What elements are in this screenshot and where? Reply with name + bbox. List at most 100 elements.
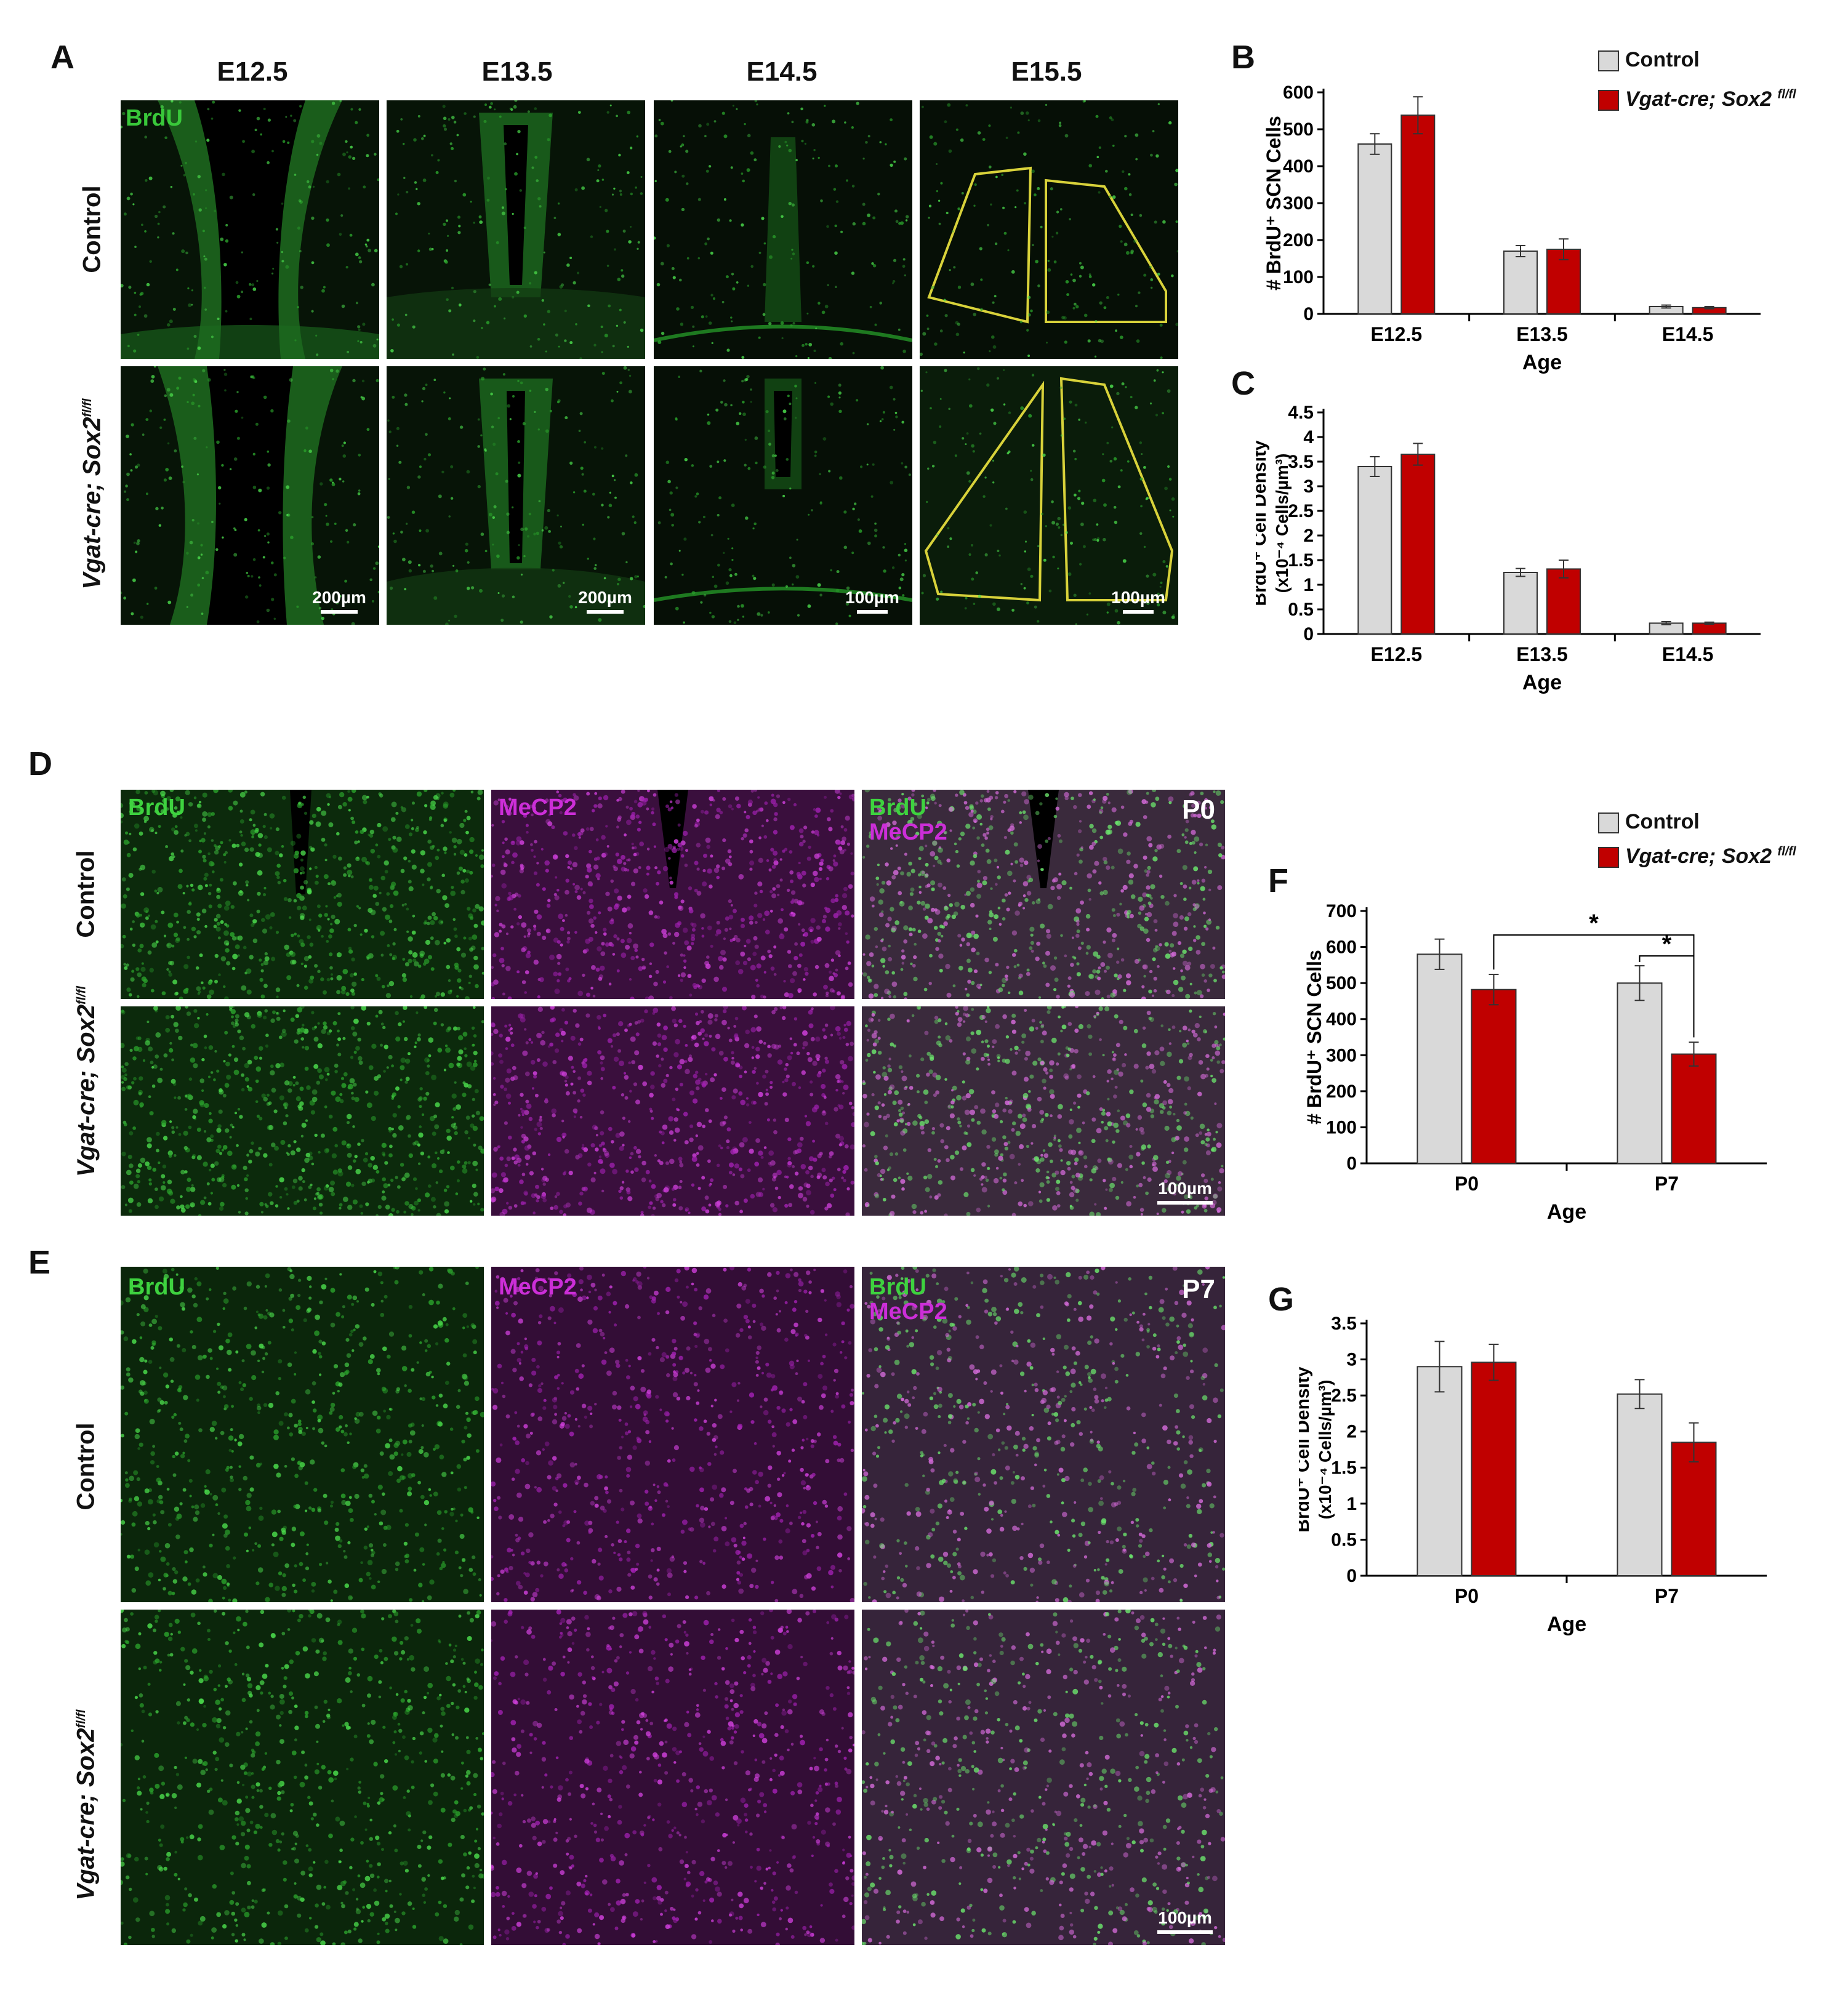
micrograph-a-control-e15-5	[920, 100, 1178, 359]
scale-bar-a-3: 100µm	[838, 588, 906, 614]
stain-label-e-brdu: BrdU	[128, 1274, 185, 1300]
bar	[1416, 953, 1463, 1165]
micrograph-e-mutant-mecp2	[491, 1610, 854, 1945]
micrograph-d-mutant-merge: 100µm	[862, 1006, 1225, 1216]
scale-bar-d: 100µm	[1151, 1179, 1219, 1205]
y-tick-label: 1.5	[1331, 1458, 1357, 1478]
y-tick-label: 600	[1283, 82, 1314, 103]
micrograph-d-control-brdu: BrdU	[121, 790, 484, 999]
panel-letter-c: C	[1231, 365, 1255, 402]
bar	[1357, 143, 1392, 315]
x-axis-label: Age	[1522, 351, 1562, 374]
bar	[1357, 466, 1392, 635]
y-tick-label: 0	[1303, 304, 1314, 324]
y-tick-label: 3	[1346, 1350, 1357, 1370]
micrograph-e-mutant-brdu	[121, 1610, 484, 1945]
row-label-control-d: Control	[72, 850, 100, 938]
bar	[1671, 1053, 1717, 1164]
bar	[1416, 1366, 1463, 1577]
stain-label-d-merge-mecp2: MeCP2	[869, 819, 947, 845]
stain-label-d-brdu: BrdU	[128, 795, 185, 820]
y-axis-label: BrdU⁺ Cell Density	[1256, 440, 1270, 606]
significance-star: *	[1589, 910, 1599, 937]
micrograph-e-control-brdu: BrdU	[121, 1267, 484, 1602]
legend-swatch-control	[1598, 50, 1619, 71]
y-tick-label: 2.5	[1288, 501, 1314, 521]
legend-label-control-2: Control	[1625, 810, 1700, 833]
x-tick-label: E13.5	[1516, 643, 1568, 665]
y-tick-label: 0	[1346, 1153, 1357, 1174]
x-tick-label: P7	[1655, 1173, 1679, 1195]
row-label-mutant-e: Vgat-cre; Sox2fl/fl	[72, 1709, 100, 1901]
y-tick-label: 3.5	[1331, 1314, 1357, 1334]
row-label-mutant-d: Vgat-cre; Sox2fl/fl	[73, 985, 100, 1177]
y-tick-label: 400	[1326, 1009, 1357, 1030]
column-header-e12-5: E12.5	[217, 57, 288, 87]
y-tick-label: 500	[1283, 119, 1314, 140]
micrograph-a-control-e14-5	[654, 100, 912, 359]
chart-f-svg: 0 100 200 300 400 500 600 700 P0 P7 Age # BrdU⁺ SCN…	[1303, 901, 1767, 1224]
micrograph-e-control-mecp2: MeCP2	[491, 1267, 854, 1602]
micrograph-d-control-mecp2: MeCP2	[491, 790, 854, 999]
panel-letter-f: F	[1268, 862, 1288, 899]
chart-c: 0 0.5 1 1.5 2 2.5 3 3.5 4 4.5 E12.5 E13.5 E14.5 Age Br…	[1256, 394, 1785, 702]
y-tick-label: 3.5	[1288, 452, 1314, 472]
chart-c-svg: 0 0.5 1 1.5 2 2.5 3 3.5 4 4.5 E12.5 E13.5 E14.5 Age Br…	[1256, 403, 1761, 694]
panel-letter-d: D	[28, 745, 52, 782]
bar	[1546, 568, 1581, 635]
y-axis-label: # BrdU⁺ SCN Cells	[1303, 950, 1325, 1125]
y-tick-label: 500	[1326, 973, 1357, 993]
y-tick-label: 100	[1326, 1117, 1357, 1137]
stain-label-e-merge-brdu: BrdU	[869, 1274, 926, 1300]
stain-label-e-mecp2: MeCP2	[499, 1274, 577, 1300]
scale-bar-a-2: 200µm	[571, 588, 639, 614]
row-label-control-a: Control	[78, 185, 106, 273]
chart-b-svg: 0 100 200 300 400 500 600 E12.5 E13.5 E14.5 Age # B…	[1263, 82, 1761, 374]
stain-label-brdu: BrdU	[126, 105, 183, 131]
y-tick-label: 600	[1326, 937, 1357, 958]
scale-bar-a-4: 100µm	[1104, 588, 1172, 614]
y-tick-label: 100	[1283, 267, 1314, 287]
row-label-control-e: Control	[72, 1422, 100, 1511]
panel-letter-b: B	[1231, 39, 1255, 76]
age-tag-p0: P0	[1182, 795, 1215, 825]
x-tick-label: P0	[1455, 1173, 1479, 1195]
x-tick-label: E12.5	[1371, 643, 1423, 665]
significance-star: *	[1662, 931, 1672, 958]
x-tick-label: P7	[1655, 1585, 1679, 1607]
micrograph-d-mutant-mecp2	[491, 1006, 854, 1216]
x-tick-label: P0	[1455, 1585, 1479, 1607]
y-tick-label: 400	[1283, 156, 1314, 177]
y-axis-label-units: (x10⁻⁴ Cells/µm³)	[1316, 1380, 1335, 1520]
y-tick-label: 2	[1303, 526, 1314, 546]
y-tick-label: 1	[1346, 1494, 1357, 1514]
y-tick-label: 1.5	[1288, 550, 1314, 571]
legend-label-control: Control	[1625, 48, 1700, 71]
micrograph-a-mutant-e15-5: 100µm	[920, 366, 1178, 625]
y-tick-label: 2	[1346, 1422, 1357, 1442]
chart-g-svg: 0 0.5 1 1.5 2 2.5 3 3.5 P0 P7 Age BrdU⁺ Cell Densit…	[1299, 1314, 1767, 1636]
x-axis-label: Age	[1547, 1200, 1586, 1224]
bar	[1503, 251, 1538, 315]
micrograph-d-control-merge: BrdU MeCP2 P0	[862, 790, 1225, 999]
row-label-mutant-a: Vgat-cre; Sox2fl/fl	[78, 398, 106, 590]
micrograph-a-control-e13-5	[387, 100, 645, 359]
micrograph-e-control-merge: BrdU MeCP2 P7	[862, 1267, 1225, 1602]
column-header-e15-5: E15.5	[1011, 57, 1082, 87]
y-axis-label: BrdU⁺ Cell Density	[1299, 1366, 1313, 1533]
y-tick-label: 300	[1283, 193, 1314, 214]
y-tick-label: 0.5	[1288, 600, 1314, 620]
y-axis-label-units: (x10⁻⁴ Cells/µm³)	[1272, 454, 1292, 593]
x-tick-label: E14.5	[1662, 643, 1714, 665]
stain-label-d-mecp2: MeCP2	[499, 795, 577, 820]
bar	[1692, 622, 1727, 635]
y-axis-label: # BrdU⁺ SCN Cells	[1263, 116, 1285, 291]
chart-f: 0 100 200 300 400 500 600 700 P0 P7 Age # BrdU⁺ SCN…	[1299, 886, 1791, 1231]
panel-letter-a: A	[50, 39, 74, 76]
y-tick-label: 4	[1303, 427, 1314, 447]
y-tick-label: 4.5	[1288, 403, 1314, 423]
panel-letter-g: G	[1268, 1281, 1295, 1318]
y-tick-label: 0.5	[1331, 1530, 1357, 1550]
scale-bar-e: 100µm	[1151, 1908, 1219, 1934]
age-tag-p7: P7	[1182, 1274, 1215, 1304]
